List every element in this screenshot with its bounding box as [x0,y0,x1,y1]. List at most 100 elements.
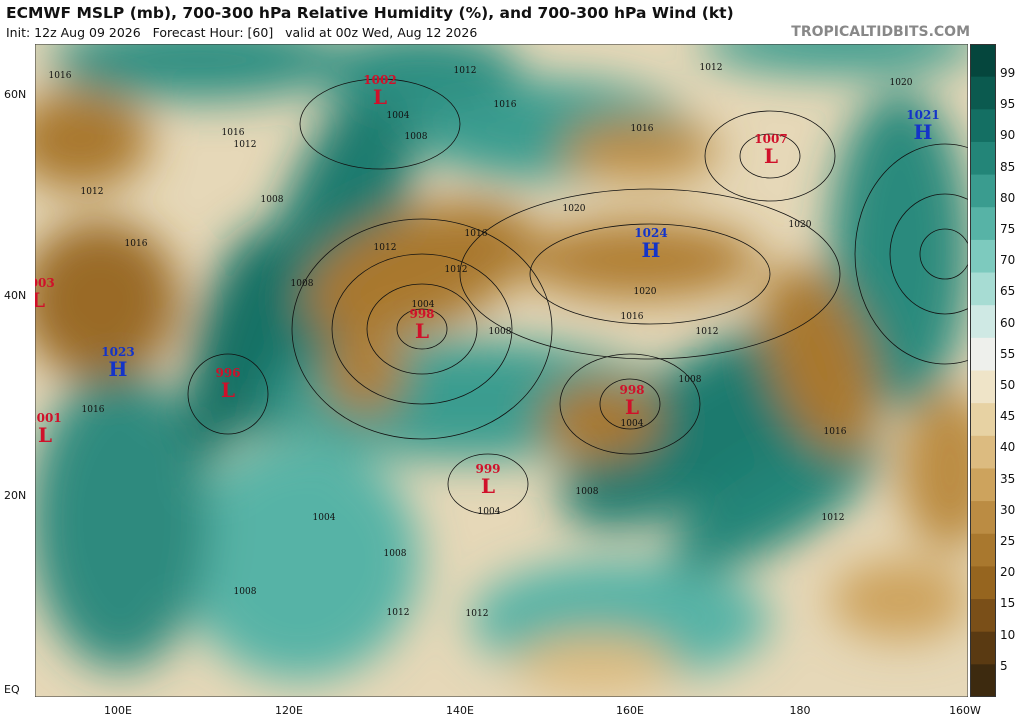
colorbar-segment [970,174,996,208]
humidity-area [560,120,720,180]
center-pressure: 1023 [101,345,134,359]
isobar-label: 1008 [576,487,599,497]
isobar-label: 1012 [387,608,410,618]
humidity-area [325,334,405,414]
isobar [187,353,269,435]
colorbar-label: 35 [1000,471,1016,486]
center-symbol: L [764,144,778,168]
isobar [889,193,968,315]
isobar-label: 1004 [412,300,435,310]
colorbar-segment [970,664,996,697]
humidity-area [180,440,420,680]
colorbar-segment [970,109,996,143]
isobar-label: 1016 [631,124,654,134]
lat-label: EQ [4,683,20,696]
colorbar-segment [970,337,996,371]
colorbar-segment [970,239,996,274]
colorbar-label: 45 [1000,409,1016,424]
center-pressure: 1003 [35,276,55,290]
isobar-label: 1008 [261,195,284,205]
isobar [366,283,478,375]
center-pressure: 998 [409,307,434,321]
isobar-label: 1008 [234,587,257,597]
center-symbol: H [642,238,661,262]
humidity-area [540,380,660,460]
humidity-area [669,434,881,574]
humidity-area [515,634,675,694]
isobar-label: 1012 [374,243,397,253]
lat-label: 40N [4,289,27,302]
colorbar-label: 20 [1000,565,1016,580]
colorbar-segment [970,468,996,502]
isobar-label: 1016 [621,312,644,322]
center-symbol: L [415,319,429,343]
lon-label: 100E [104,704,132,717]
isobar-label: 1008 [679,375,702,385]
isobar-label: 1020 [789,220,812,230]
isobar-label: 1008 [291,279,314,289]
colorbar-label: 85 [1000,159,1016,174]
humidity-area [241,60,419,440]
colorbar-segment [970,599,996,633]
isobar [459,188,841,360]
colorbar-label: 99 [1000,66,1016,80]
colorbar-label: 90 [1000,128,1016,143]
map: 1016 1012 1012 1016 1020 1020 1020 1016 1012 1020… [35,44,968,697]
humidity-area [35,220,180,380]
colorbar-segment [970,141,996,176]
isobar [854,143,968,365]
isobar-label: 1020 [563,204,586,214]
colorbar-segment [970,435,996,469]
lon-label: 160W [949,704,981,717]
isobar-label: 1012 [696,327,719,337]
humidity-area [35,370,210,670]
humidity-area [761,264,879,456]
lon-label: 160E [616,704,644,717]
center-pressure: 1024 [634,226,667,240]
colorbar-label: 30 [1000,502,1016,517]
colorbar-segment [970,272,996,306]
isobar [291,218,553,440]
isobar-label: 1008 [405,132,428,142]
title: ECMWF MSLP (mb), 700-300 hPa Relative Hu… [6,4,734,22]
isobar [919,228,968,280]
isobar-label: 1016 [49,71,72,81]
isobar-label: 1016 [824,427,847,437]
center-symbol: H [914,120,933,144]
colorbar-segment [970,533,996,567]
isobar-label: 1012 [822,513,845,523]
center-pressure: 998 [619,383,644,397]
center-symbol: L [221,378,235,402]
lon-label: 120E [275,704,303,717]
isobar-label: 1012 [234,140,257,150]
isobar-label: 1016 [465,229,488,239]
isobar-label: 1016 [494,100,517,110]
isobar [529,223,771,325]
isobar [299,78,461,170]
colorbar-segment [970,76,996,110]
isobar-label: 1020 [890,78,913,88]
lon-label: 140E [446,704,474,717]
humidity-area [520,220,760,300]
colorbar-label: 75 [1000,222,1016,236]
isobar [559,353,701,455]
colorbar-label: 60 [1000,315,1016,330]
isobar-label: 1012 [466,609,489,619]
colorbar-label: 15 [1000,596,1016,611]
colorbar-label: 70 [1000,253,1016,268]
center-symbol: L [373,85,387,109]
isobar [396,308,448,350]
center-pressure: 1001 [35,411,62,425]
isobar-label: 1004 [387,111,410,121]
isobar-label: 1008 [384,549,407,559]
isobar-label: 1008 [489,327,512,337]
humidity-area [830,560,968,640]
lon-label: 180 [789,704,811,717]
isobar-label: 1016 [125,239,148,249]
isobar-label: 1012 [700,63,723,73]
lat-label: 20N [4,489,27,502]
center-pressure: 1002 [363,73,396,87]
credit: TROPICALTIDBITS.COM [791,24,970,40]
colorbar-label: 10 [1000,627,1016,642]
isobar-label: 1016 [82,405,105,415]
